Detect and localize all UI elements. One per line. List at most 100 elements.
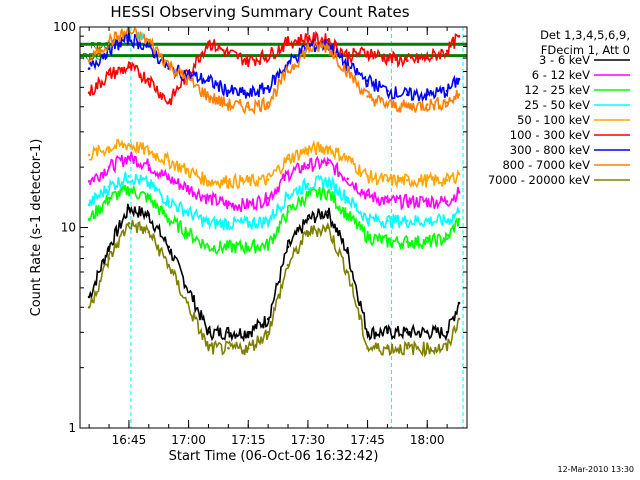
series-8-point-8	[266, 331, 270, 334]
series-6-point-7	[246, 93, 250, 96]
y-tick-label-2: 100	[53, 20, 76, 34]
series-2-point-12	[346, 214, 350, 217]
series-7-point-17	[445, 101, 449, 104]
series-0-point-18	[457, 301, 461, 305]
series-6-point-17	[445, 89, 449, 93]
series-5-point-5	[207, 40, 210, 44]
series-6-point-15	[406, 93, 409, 96]
series-0-point-17	[445, 331, 449, 334]
series-3-point-9	[286, 193, 290, 197]
series-8-point-1	[107, 257, 111, 260]
series-5-point-18	[457, 34, 461, 38]
series-line-5	[88, 30, 460, 106]
series-2-point-5	[207, 245, 210, 249]
series-3-point-5	[207, 222, 210, 225]
x-tick-label-4: 17:45	[350, 433, 385, 447]
series-5-point-12	[346, 54, 350, 57]
series-1-point-16	[425, 200, 429, 203]
y-tick-label-1: 10	[61, 221, 76, 235]
series-2-point-1	[107, 196, 111, 200]
legend-label-3: 25 - 50 keV	[524, 98, 590, 112]
series-0-point-5	[207, 331, 210, 334]
series-4-point-3	[147, 150, 151, 153]
legend-label-8: 7000 - 20000 keV	[488, 173, 590, 187]
series-0-point-3	[147, 214, 151, 217]
series-line-0	[88, 203, 460, 343]
legend-header-line-1: Det 1,3,4,5,6,9,	[540, 28, 630, 42]
series-0-point-15	[406, 331, 409, 334]
series-7-point-1	[107, 39, 111, 43]
series-5-point-8	[266, 54, 270, 57]
series-4-point-18	[457, 172, 461, 176]
series-4-point-1	[107, 146, 111, 149]
series-3-point-16	[425, 219, 429, 223]
series-4-point-16	[425, 179, 429, 182]
series-7-point-5	[207, 95, 210, 98]
series-0-point-12	[346, 251, 350, 254]
series-8-point-15	[406, 346, 409, 350]
series-3-point-4	[167, 200, 170, 203]
series-1-point-4	[167, 177, 170, 181]
series-1-point-14	[386, 200, 389, 203]
series-0-point-7	[246, 331, 250, 334]
series-4-point-17	[445, 179, 449, 182]
series-3-point-6	[227, 222, 230, 225]
x-tick-label-5: 18:00	[410, 433, 445, 447]
series-3-point-0	[87, 203, 91, 206]
series-8-point-13	[366, 346, 369, 350]
series-4-point-11	[326, 146, 330, 149]
series-8-point-9	[286, 263, 290, 267]
series-5-point-4	[167, 101, 170, 104]
series-7-point-14	[386, 103, 389, 106]
series-4-point-0	[87, 153, 91, 157]
series-3-point-13	[366, 217, 369, 221]
series-2-point-10	[306, 193, 310, 197]
series-1-point-5	[207, 196, 210, 200]
annotation-rdg-1: RDG	[82, 53, 102, 63]
series-1-point-6	[227, 203, 230, 206]
footer-timestamp: 12-Mar-2010 13:30	[557, 465, 635, 474]
x-axis-label: Start Time (06-Oct-06 16:32:42)	[169, 449, 379, 464]
legend-label-4: 50 - 100 keV	[517, 113, 590, 127]
series-line-4	[88, 138, 460, 190]
series-4-point-14	[386, 179, 389, 182]
y-axis-label: Count Rate (s-1 detector-1)	[29, 139, 44, 317]
series-7-point-18	[457, 93, 461, 96]
series-2-point-18	[457, 217, 461, 221]
series-8-point-18	[457, 317, 461, 321]
legend-label-6: 300 - 800 keV	[510, 143, 590, 157]
series-8-point-10	[306, 230, 310, 234]
series-2-point-4	[167, 217, 170, 221]
series-8-point-12	[346, 270, 350, 274]
series-7-point-0	[87, 59, 91, 62]
series-line-3	[88, 171, 460, 231]
series-4-point-2	[127, 143, 131, 146]
series-1-point-15	[406, 200, 409, 203]
series-1-point-9	[286, 172, 290, 176]
series-8-point-2	[127, 222, 131, 225]
axes: 16:45 17:00 17:15 17:30 17:45 18:00 1 10 100 Star…	[29, 20, 468, 464]
series-4-point-8	[266, 178, 270, 182]
series-1-point-10	[306, 163, 310, 167]
series-3-point-15	[406, 219, 409, 223]
series-line-7	[88, 27, 460, 116]
series-7-point-6	[227, 103, 230, 106]
series-0-point-4	[167, 245, 170, 249]
series-5-point-17	[445, 49, 449, 53]
series-1-point-1	[107, 165, 111, 169]
series-0-point-9	[286, 245, 290, 249]
series-0-point-11	[326, 210, 330, 213]
series-5-point-2	[127, 65, 131, 69]
series-0-point-0	[87, 295, 91, 299]
series-0-point-6	[227, 331, 230, 334]
series-5-point-16	[425, 56, 429, 60]
series-2-point-6	[227, 245, 230, 249]
series-6-point-2	[127, 36, 131, 40]
series-7-point-9	[286, 70, 290, 73]
series-0-point-10	[306, 217, 310, 221]
annotation-rdg-2: RDG	[90, 41, 110, 51]
series-6-point-13	[366, 79, 369, 82]
series-2-point-11	[326, 190, 330, 194]
series-0-point-13	[366, 331, 369, 334]
series-group	[80, 27, 467, 428]
